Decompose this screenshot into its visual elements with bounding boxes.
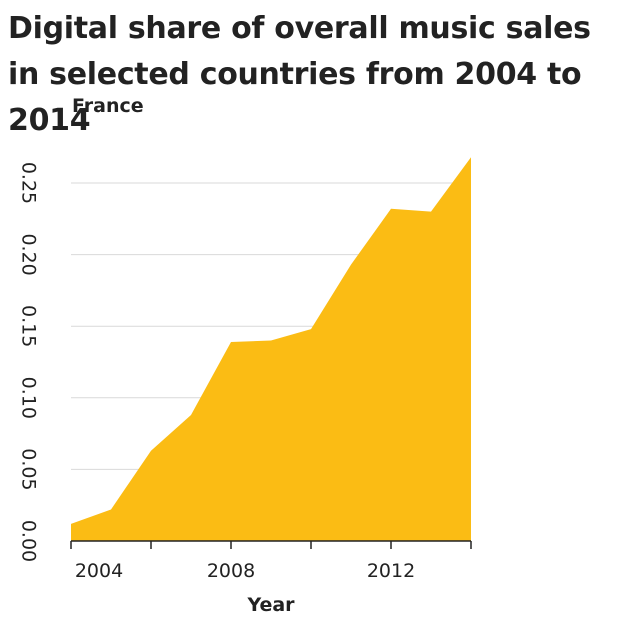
y-tick-label-0.20: 0.20: [18, 233, 40, 275]
y-tick-label-0.10: 0.10: [18, 377, 40, 419]
area-series: [71, 157, 471, 541]
x-tick-label-2008: 2008: [207, 560, 255, 582]
y-axis-label: France: [72, 95, 144, 117]
x-tick-label-2004: 2004: [75, 560, 123, 582]
y-tick-label-0.15: 0.15: [18, 305, 40, 347]
y-tick-label-0.25: 0.25: [18, 162, 40, 204]
y-tick-label-0.00: 0.00: [18, 520, 40, 562]
x-axis-label: Year: [247, 594, 295, 616]
chart-title: Digital share of overall music sales in …: [8, 11, 591, 138]
x-tick-label-2012: 2012: [367, 560, 415, 582]
y-tick-label-0.05: 0.05: [18, 448, 40, 490]
